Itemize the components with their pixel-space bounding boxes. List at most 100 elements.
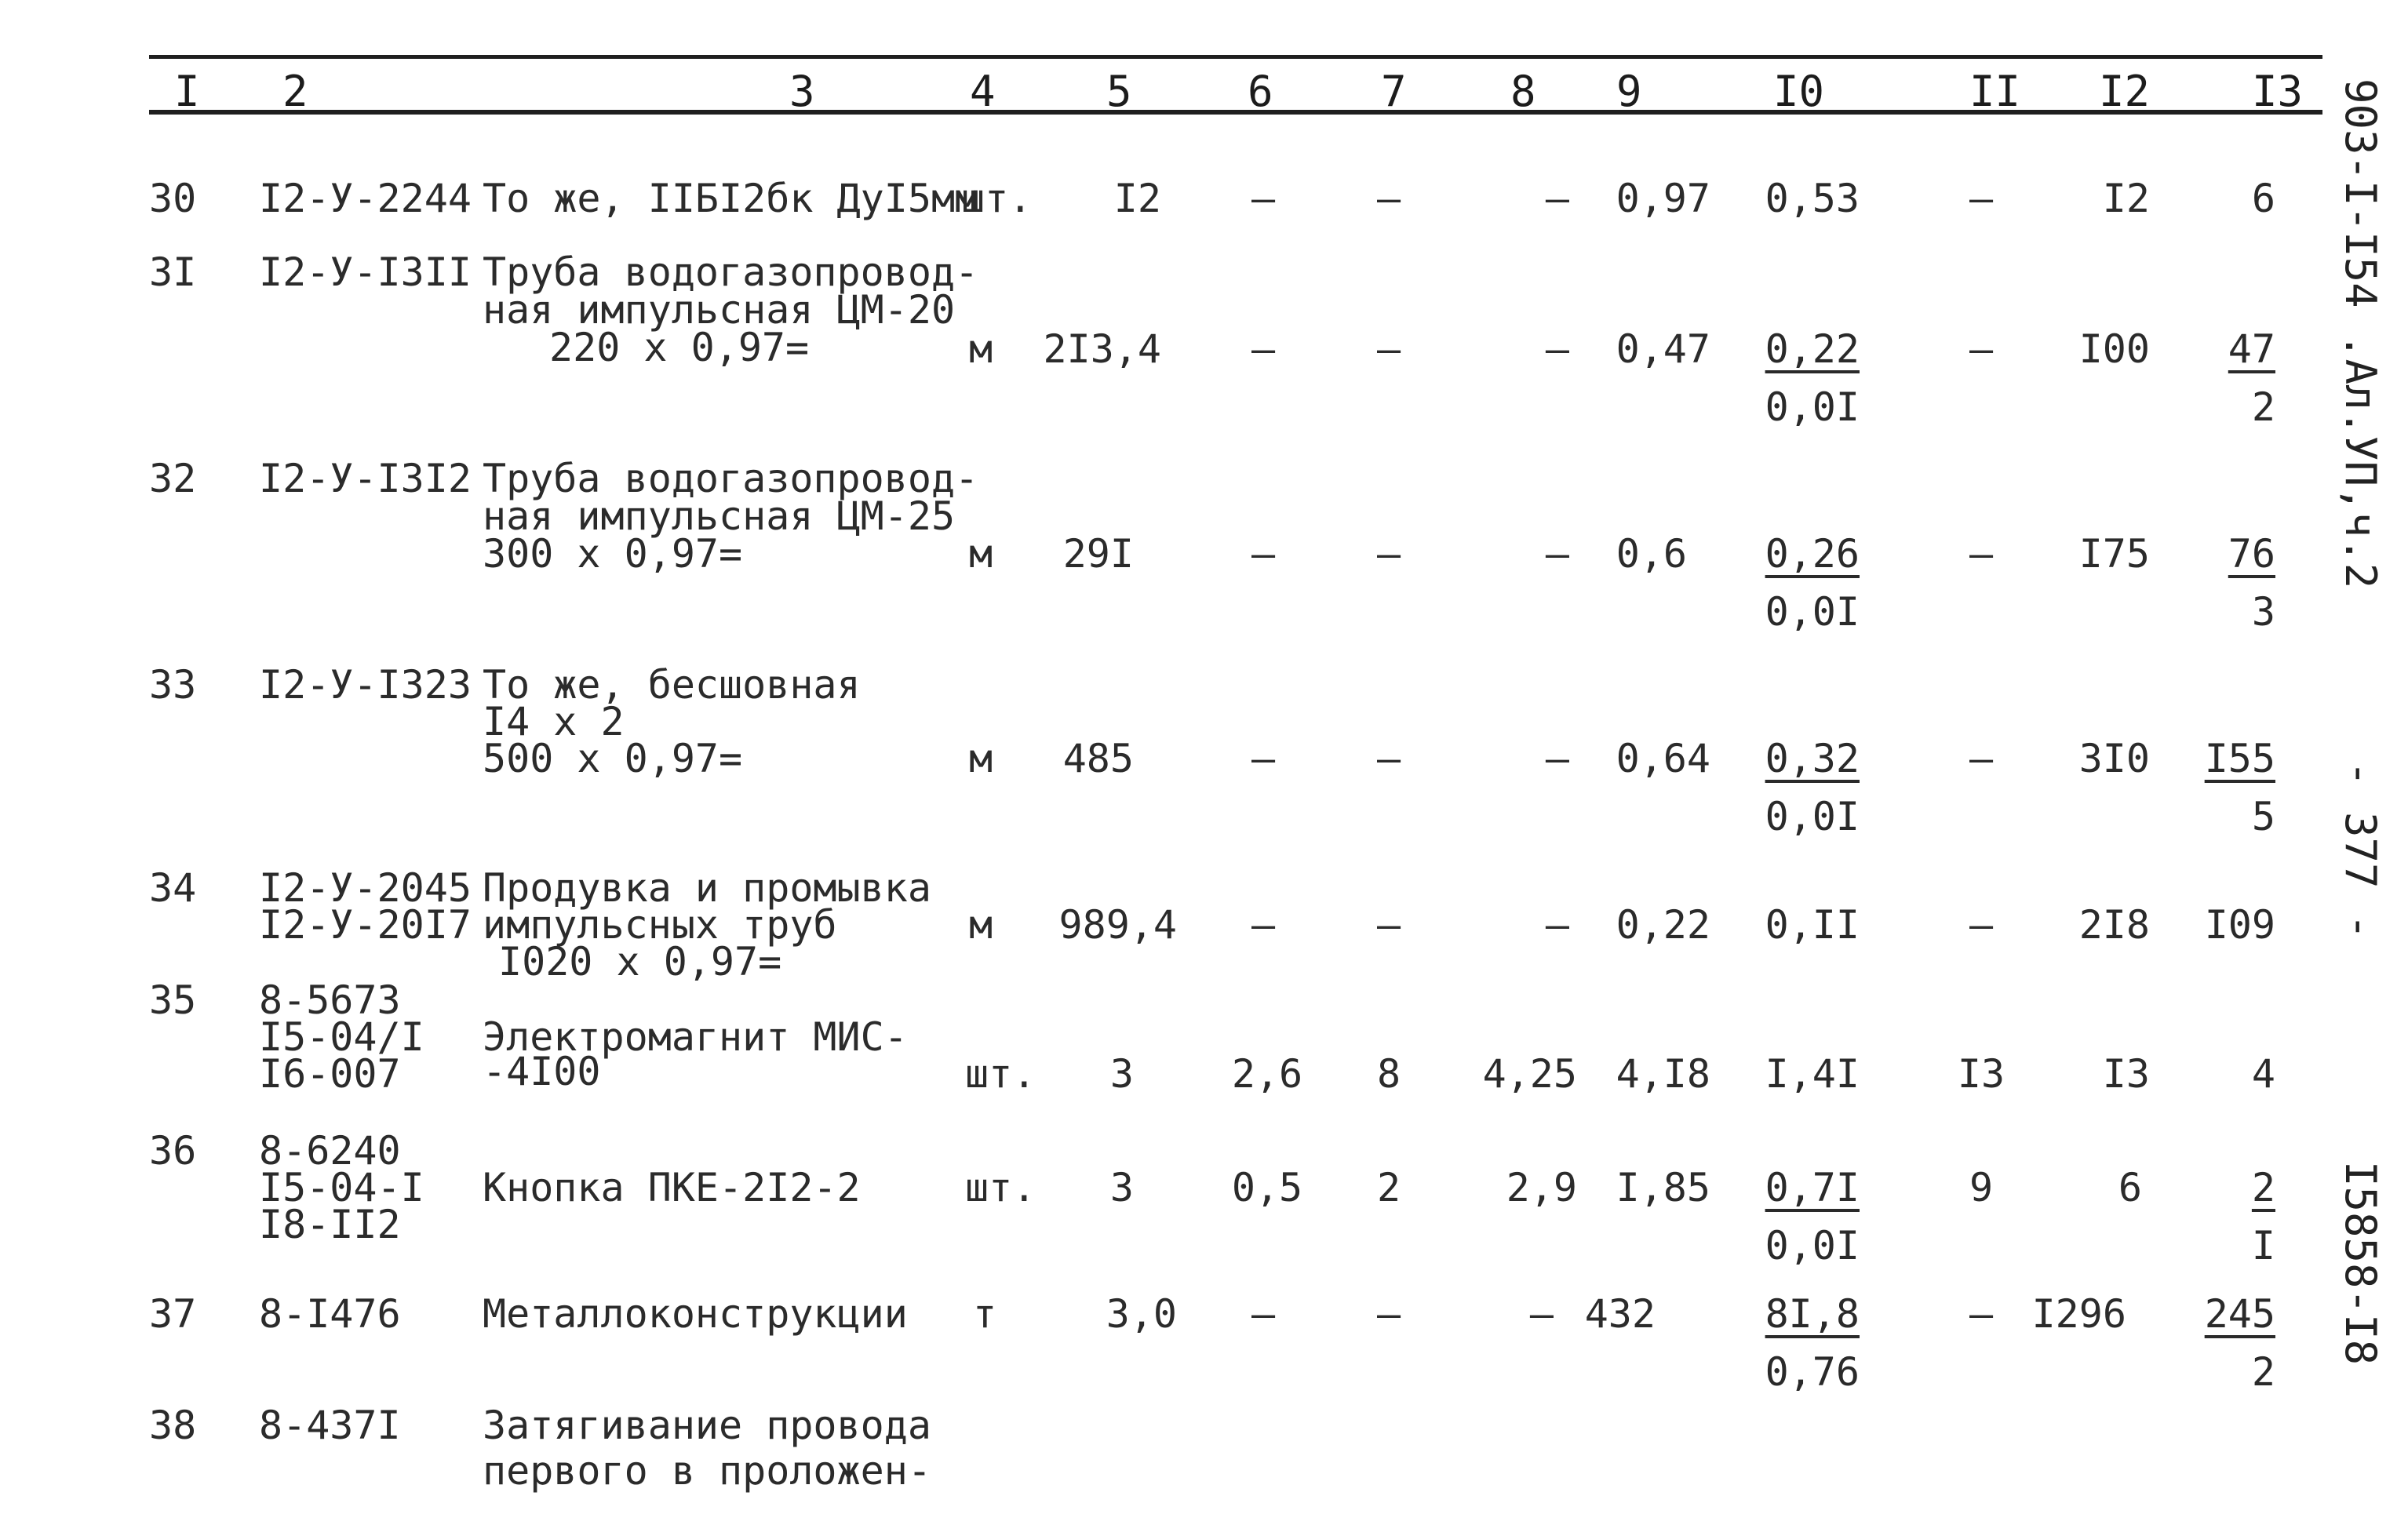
norm-code: I2-У-I323 xyxy=(259,662,472,708)
col10-value: 8I,8 0,76 xyxy=(1726,1294,1860,1392)
column-header-4: 4 xyxy=(970,67,996,116)
col11-value: – xyxy=(1969,326,1994,372)
col12-value: I3 xyxy=(2102,1051,2150,1097)
col7-value: – xyxy=(1376,326,1401,372)
col13-value-top: 6 xyxy=(2251,176,2275,221)
col13-value-bottom: I xyxy=(2251,1223,2275,1268)
col8-value: 2,9 xyxy=(1506,1165,1577,1210)
quantity: 485 xyxy=(1062,736,1134,781)
col10-value: 0,32 0,0I xyxy=(1750,739,1860,836)
item-name-line-2: первого в проложен- xyxy=(483,1448,931,1494)
col12-value: 6 xyxy=(2118,1165,2142,1210)
unit: м xyxy=(969,736,993,781)
column-header-1: I xyxy=(174,67,200,116)
col13-value: I55 5 xyxy=(2189,739,2275,836)
col10-value: 0,26 0,0I xyxy=(1750,534,1860,631)
col13-value: 245 2 xyxy=(2189,1294,2275,1392)
col7-value: – xyxy=(1376,531,1401,577)
norm-code-line-3: I6-007 xyxy=(259,1051,401,1097)
col8-value: – xyxy=(1545,531,1569,577)
col11-value: I3 xyxy=(1957,1051,2005,1097)
col8-value: 4,25 xyxy=(1482,1051,1577,1097)
col13-value: 47 2 xyxy=(2189,329,2275,427)
col11-value: – xyxy=(1969,1291,1994,1337)
item-name-line-1: Труба водогазопровод- xyxy=(483,456,979,501)
col12-value: I296 xyxy=(2031,1291,2126,1337)
col6-value: – xyxy=(1251,1291,1276,1337)
col9-value: 0,97 xyxy=(1616,176,1710,221)
header-bottom-rule xyxy=(149,110,2322,115)
norm-code-line-1: 8-6240 xyxy=(259,1128,401,1174)
col8-value: – xyxy=(1545,902,1569,948)
col9-value: 0,6 xyxy=(1616,531,1687,577)
col12-value: I75 xyxy=(2078,531,2150,577)
row-number: 30 xyxy=(149,176,197,221)
col13-value: 4 xyxy=(2189,1054,2275,1094)
norm-code-line-1: I2-У-2045 xyxy=(259,865,472,911)
column-header-9: 9 xyxy=(1616,67,1642,116)
item-name: То же, IIБI2бк ДуI5мм xyxy=(483,176,979,221)
col10-value-bottom: 0,0I xyxy=(1765,384,1860,430)
col13-value: 6 xyxy=(2189,179,2275,218)
col11-value: – xyxy=(1969,531,1994,577)
col10-value: 0,22 0,0I xyxy=(1750,329,1860,427)
row-number: 38 xyxy=(149,1403,197,1448)
quantity: 3 xyxy=(1109,1165,1134,1210)
side-label-inventory-number: I5858-I8 xyxy=(2336,1161,2385,1366)
col13-value-top: 245 xyxy=(2204,1291,2275,1337)
norm-code-line-3: I8-II2 xyxy=(259,1202,401,1247)
unit: шт. xyxy=(965,1165,1036,1210)
item-name-line-1: Электромагнит МИС- xyxy=(483,1014,908,1060)
unit: шт. xyxy=(965,1051,1036,1097)
col13-value-bottom: 2 xyxy=(2251,1349,2275,1395)
col10-value-top: 0,22 xyxy=(1765,326,1860,372)
col10-value-top: 0,II xyxy=(1765,902,1860,948)
unit: м xyxy=(969,902,993,948)
col10-value-top: 0,7I xyxy=(1765,1165,1860,1210)
col10-value-top: 0,53 xyxy=(1765,176,1860,221)
col13-value-top: 4 xyxy=(2251,1051,2275,1097)
col10-value-bottom: 0,0I xyxy=(1765,589,1860,635)
col13-value-top: 76 xyxy=(2228,531,2275,577)
col7-value: 8 xyxy=(1376,1051,1401,1097)
col12-value: I2 xyxy=(2102,176,2150,221)
column-header-13: I3 xyxy=(2252,67,2304,116)
item-name-line-2: ная импульсная ЦМ-20 xyxy=(483,287,956,333)
col7-value: – xyxy=(1376,1291,1401,1337)
column-header-7: 7 xyxy=(1381,67,1407,116)
item-name-line-1: То же, бесшовная xyxy=(483,662,861,708)
col13-value-top: 2 xyxy=(2251,1165,2275,1210)
column-header-8: 8 xyxy=(1510,67,1536,116)
col9-value: 0,64 xyxy=(1616,736,1710,781)
item-name-line-2: ная импульсная ЦМ-25 xyxy=(483,493,956,539)
quantity: I2 xyxy=(1113,176,1161,221)
col13-value-top: I55 xyxy=(2204,736,2275,781)
col9-value: 0,22 xyxy=(1616,902,1710,948)
quantity: 3 xyxy=(1109,1051,1134,1097)
quantity: 2I3,4 xyxy=(1043,326,1161,372)
col7-value: – xyxy=(1376,736,1401,781)
norm-code-line-1: 8-5673 xyxy=(259,977,401,1023)
norm-code-line-2: I2-У-20I7 xyxy=(259,902,472,948)
col11-value: – xyxy=(1969,736,1994,781)
norm-code: 8-I476 xyxy=(259,1291,401,1337)
item-name-line-2: импульсных труб xyxy=(483,902,837,948)
col6-value: – xyxy=(1251,176,1276,221)
col10-value: 0,II xyxy=(1750,905,1860,944)
item-name-line-1: Затягивание провода xyxy=(483,1403,931,1448)
col7-value: – xyxy=(1376,176,1401,221)
column-header-2: 2 xyxy=(282,67,308,116)
col6-value: 2,6 xyxy=(1231,1051,1303,1097)
norm-code: I2-У-I3I2 xyxy=(259,456,472,501)
col13-value: 2 I xyxy=(2189,1168,2275,1265)
col8-value: – xyxy=(1545,736,1569,781)
col6-value: 0,5 xyxy=(1231,1165,1303,1210)
col11-value: 9 xyxy=(1969,1165,1994,1210)
side-label-page-number: - 377 - xyxy=(2336,761,2385,940)
column-header-6: 6 xyxy=(1248,67,1273,116)
quantity: 29I xyxy=(1062,531,1134,577)
col13-value-top: I09 xyxy=(2204,902,2275,948)
col10-value-bottom: 0,76 xyxy=(1765,1349,1860,1395)
col10-value-bottom: 0,0I xyxy=(1765,1223,1860,1268)
column-header-3: 3 xyxy=(789,67,815,116)
